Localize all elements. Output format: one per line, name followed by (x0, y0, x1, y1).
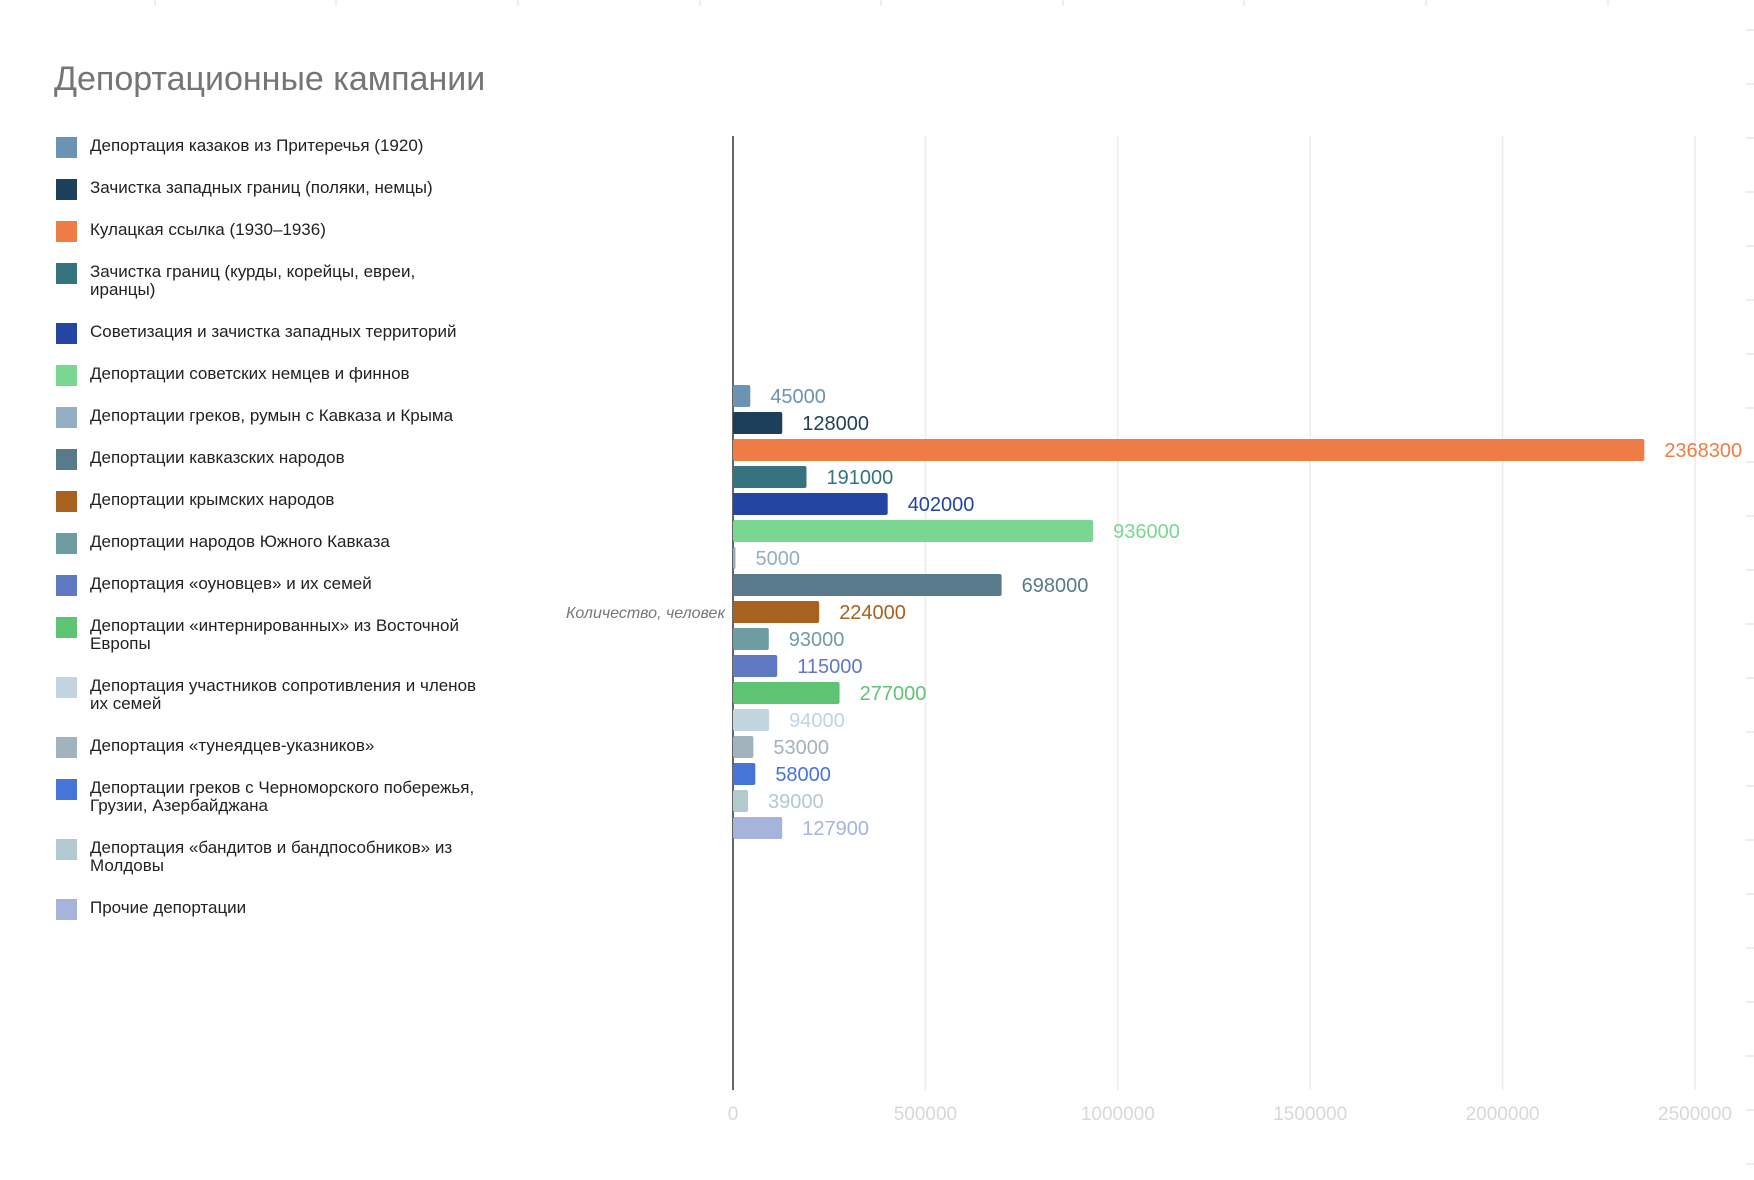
x-tick-label: 0 (728, 1104, 739, 1125)
legend-label: Зачистка западных границ (поляки, немцы) (90, 178, 433, 197)
legend: Депортация казаков из Притеречья (1920) З… (56, 136, 476, 920)
data-label: 2368300 (1664, 440, 1742, 462)
legend-swatch (56, 575, 77, 596)
data-label: 128000 (802, 413, 869, 435)
bar (733, 466, 807, 488)
legend-swatch (56, 839, 77, 860)
legend-swatch (56, 137, 77, 158)
data-label: 191000 (826, 467, 893, 489)
legend-label: Депортации кавказских народов (90, 448, 345, 467)
legend-swatch (56, 617, 77, 638)
bar (733, 547, 736, 569)
x-tick-label: 1500000 (1273, 1104, 1347, 1125)
legend-label: Депортации «интернированных» из Восточно… (90, 616, 459, 653)
legend-label: Зачистка границ (курды, корейцы, евреи, и… (90, 262, 415, 299)
bar (733, 736, 754, 758)
legend-swatch (56, 221, 77, 242)
legend-swatch (56, 737, 77, 758)
bar (733, 709, 770, 731)
x-tick-label: 2500000 (1658, 1104, 1732, 1125)
top-tick-marks (154, 0, 1609, 6)
legend-swatch (56, 323, 77, 344)
right-tick-marks (1746, 29, 1754, 1165)
bar (733, 520, 1094, 542)
chart-title: Депортационные кампании (54, 60, 485, 98)
bar (733, 817, 783, 839)
bar (733, 682, 840, 704)
x-tick-label: 500000 (894, 1104, 957, 1125)
bar (733, 601, 820, 623)
data-labels: 45000 128000 2368300 191000 402000 936000 5000… (756, 386, 1743, 840)
bar (733, 655, 778, 677)
legend-swatch (56, 263, 77, 284)
bar (733, 439, 1645, 461)
bar (733, 763, 756, 785)
legend-label: Советизация и зачистка западных территор… (90, 322, 457, 341)
bars (733, 385, 1645, 839)
legend-swatch (56, 407, 77, 428)
legend-label: Кулацкая ссылка (1930–1936) (90, 220, 326, 239)
legend-label: Депортация участников сопротивления и чл… (90, 676, 476, 713)
gridlines (924, 136, 1696, 1090)
bar (733, 790, 749, 812)
legend-label: Депортация «оуновцев» и их семей (90, 574, 372, 593)
legend-label: Депортации советских немцев и финнов (90, 364, 410, 383)
data-label: 93000 (789, 629, 845, 651)
legend-swatch (56, 533, 77, 554)
axis-title: Количество, человек (566, 605, 726, 622)
x-tick-label: 2000000 (1466, 1104, 1540, 1125)
legend-swatch (56, 779, 77, 800)
legend-label: Прочие депортации (90, 898, 246, 917)
data-label: 127900 (802, 818, 869, 840)
data-label: 53000 (773, 737, 829, 759)
x-axis-tick-labels: 0 500000 1000000 1500000 2000000 2500000 (728, 1104, 1732, 1125)
data-label: 94000 (789, 710, 845, 732)
legend-label: Депортация казаков из Притеречья (1920) (90, 136, 423, 155)
data-label: 45000 (770, 386, 826, 408)
data-label: 39000 (768, 791, 824, 813)
data-label: 698000 (1022, 575, 1089, 597)
bar (733, 493, 888, 515)
bar (733, 574, 1002, 596)
legend-label: Депортация «бандитов и бандпособников» и… (90, 838, 452, 875)
x-tick-label: 1000000 (1081, 1104, 1155, 1125)
legend-swatch (56, 677, 77, 698)
legend-swatch (56, 449, 77, 470)
bar (733, 412, 783, 434)
data-label: 402000 (908, 494, 975, 516)
data-label: 58000 (775, 764, 831, 786)
bar (733, 628, 769, 650)
legend-swatch (56, 179, 77, 200)
legend-swatch (56, 899, 77, 920)
legend-label: Депортации греков с Черноморского побере… (90, 778, 474, 815)
data-label: 936000 (1113, 521, 1180, 543)
legend-label: Депортации греков, румын с Кавказа и Кры… (90, 406, 454, 425)
bar (733, 385, 751, 407)
data-label: 224000 (839, 602, 906, 624)
legend-label: Депортация «тунеядцев-указников» (90, 736, 374, 755)
data-label: 5000 (756, 548, 801, 570)
data-label: 115000 (797, 656, 862, 678)
legend-label: Депортации крымских народов (90, 490, 334, 509)
legend-swatch (56, 491, 77, 512)
legend-label: Депортации народов Южного Кавказа (90, 532, 390, 551)
legend-swatch (56, 365, 77, 386)
data-label: 277000 (860, 683, 927, 705)
